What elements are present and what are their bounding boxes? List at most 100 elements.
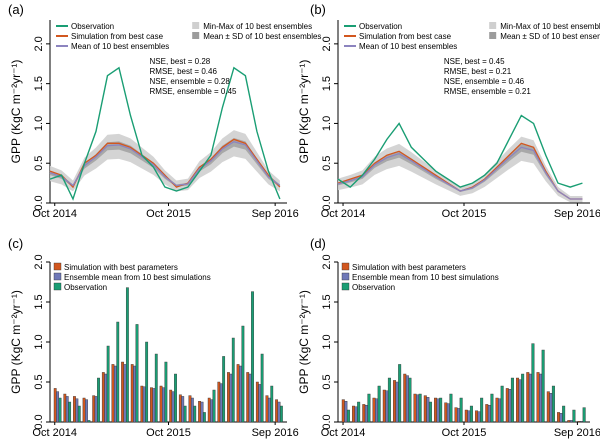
chart-panel: (d) 0.0 0.5 1.0 1.5 2.0 GPP (KgC m⁻²yr⁻¹) Oct 2… [297,236,600,439]
bar-best [393,380,397,423]
bar-observation [377,385,381,423]
bar-observation [270,385,274,423]
y-tick-label: 1.0 [33,334,45,349]
bar-best [169,389,173,423]
bar-observation [490,393,494,423]
legend-label: Observation [64,283,107,292]
ensemble-mean-line [49,141,281,187]
bar-best [217,381,221,423]
bar-ensemble-mean [113,365,117,423]
bar-ensemble-mean [477,411,481,423]
bar-observation [183,405,187,423]
x-tick-label: Sep 2016 [554,208,600,220]
bar-observation [279,405,283,423]
legend-label: Simulation from best case [359,32,452,41]
bar-ensemble-mean [210,399,214,423]
bar-ensemble-mean [354,406,358,423]
bar-observation [97,377,100,423]
x-tick-label: Oct 2015 [146,208,191,220]
bar-observation [77,405,81,423]
legend-label: Observation [359,22,402,31]
bar-best [516,377,520,423]
stats-text: NSE, ensemble = 0.28 [150,77,231,86]
legend-label: Observation [71,22,114,31]
y-tick-label: 1.0 [321,116,333,131]
bar-ensemble-mean [375,398,379,423]
legend-swatch [489,32,497,39]
x-tick-label: Sep 2016 [252,427,299,439]
bar-ensemble-mean [487,405,491,423]
bar-observation [439,397,443,423]
bar-best [577,421,581,423]
bar-best [111,364,115,423]
bar-ensemble-mean [518,379,522,423]
legend-label: Ensemble mean from 10 best simulations [352,273,499,282]
legend-swatch [53,282,62,291]
bar-ensemble-mean [580,421,584,423]
y-tick-label: 2.0 [33,36,45,51]
chart-panel: (b) 0.0 0.5 1.0 1.5 2.0 GPP (KgC m⁻²yr⁻¹) Oct 2… [297,2,600,220]
y-axis-label: GPP (KgC m⁻²yr⁻¹) [297,290,311,394]
legend-swatch [192,32,200,39]
bar-best [352,405,356,423]
y-axis-label: GPP (KgC m⁻²yr⁻¹) [297,60,311,164]
y-tick-label: 0.0 [33,414,45,429]
bar-ensemble-mean [549,393,553,423]
bar-ensemble-mean [104,373,108,423]
bar-best [121,361,124,423]
panel-label: (a) [8,2,24,17]
x-tick-label: Oct 2014 [32,427,77,439]
y-tick-label: 0.0 [321,195,333,210]
bar-best [207,397,211,423]
bar-ensemble-mean [277,401,281,423]
bar-best [362,404,366,423]
stats-text: RMSE, ensemble = 0.45 [150,87,237,96]
bar-best [557,412,561,423]
bar-best [255,381,259,423]
bar-observation [174,373,177,423]
bar-best [464,409,468,423]
panel-label: (b) [310,2,326,17]
legend-label: Simulation from best case [71,32,164,41]
bar-observation [367,393,371,423]
legend-swatch [489,22,497,29]
bar-observation [164,361,168,423]
bar-ensemble-mean [94,396,98,423]
legend-label: Ensemble mean from 10 best simulations [64,273,211,282]
legend-swatch [53,262,62,271]
bar-ensemble-mean [162,387,165,423]
bar-observation [135,324,139,423]
min-max-band [338,136,583,203]
bar-ensemble-mean [258,384,262,423]
legend-label: Min-Max of 10 best ensembles [500,22,600,31]
bar-ensemble-mean [123,364,127,423]
bar-observation [521,373,525,423]
bar-observation [582,407,586,423]
bar-best [413,393,417,423]
bar-ensemble-mean [248,373,252,423]
x-tick-label: Sep 2016 [554,427,600,439]
bar-best [198,401,201,423]
y-tick-label: 0.5 [33,374,45,389]
bar-ensemble-mean [446,403,450,423]
bar-ensemble-mean [75,398,79,423]
bar-observation [510,377,514,423]
y-tick-label: 2.0 [321,254,333,269]
bar-ensemble-mean [426,397,430,423]
bar-observation [193,405,197,423]
bar-best [505,388,509,423]
legend-label: Simulation with best parameters [64,263,178,272]
observation-line [49,66,281,201]
bar-ensemble-mean [229,373,233,423]
y-tick-label: 0.5 [321,374,333,389]
bar-ensemble-mean [267,397,271,423]
legend-swatch [341,262,350,271]
bar-observation [145,341,149,423]
bar-best [63,393,67,423]
bar-ensemble-mean [181,396,185,423]
bar-ensemble-mean [219,383,223,423]
bar-ensemble-mean [239,365,242,423]
bar-observation [408,377,412,423]
y-tick-label: 1.0 [321,334,333,349]
